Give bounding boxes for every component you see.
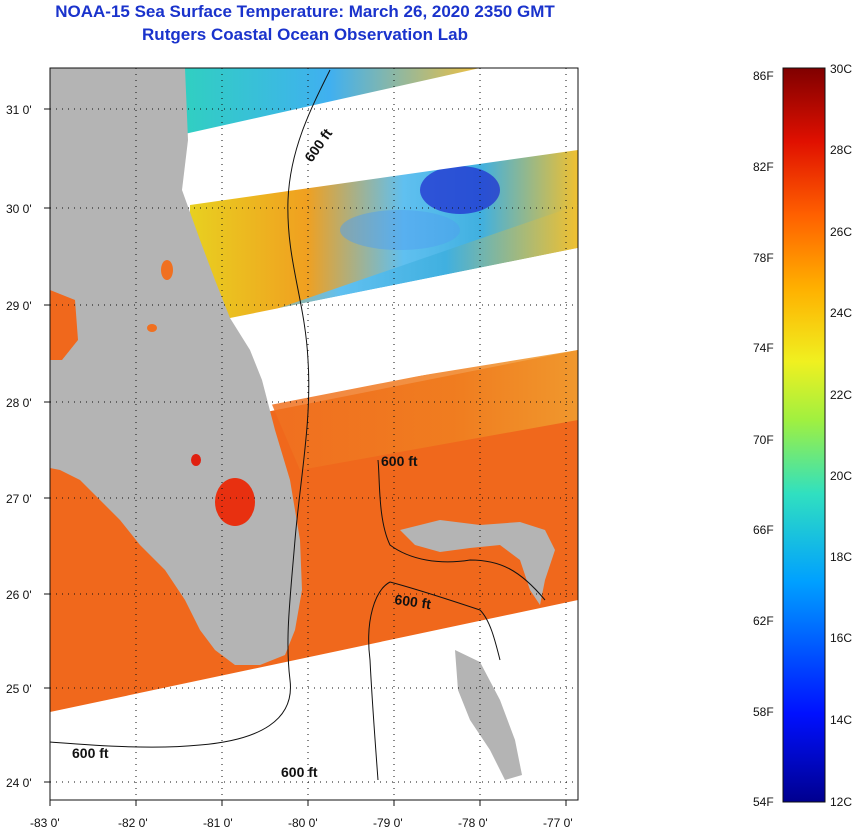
lon-label: -80 0' [288,816,318,830]
lon-label: -82 0' [118,816,148,830]
colorbar-label-f: 54F [753,795,774,809]
colorbar-label-c: 24C [830,306,852,320]
colorbar-celsius-labels: 30C 28C 26C 24C 22C 20C 18C 16C 14C 12C [830,62,852,809]
colorbar-label-c: 14C [830,713,852,727]
lon-label: -83 0' [30,816,60,830]
gulf-water-northwest [50,290,78,360]
lat-label: 24 0' [6,776,32,790]
isobath-600ft-andros [368,581,391,781]
lon-label: -78 0' [458,816,488,830]
isobath-600ft-bahamas [377,459,546,601]
colorbar-label-c: 20C [830,469,852,483]
map-subtitle: Rutgers Coastal Ocean Observation Lab [142,25,468,44]
inland-lake [191,454,201,466]
colorbar-label-f: 62F [753,614,774,628]
contour-label: 600 ft [381,453,418,469]
lat-label: 25 0' [6,682,32,696]
lat-label: 27 0' [6,492,32,506]
colorbar-label-c: 18C [830,550,852,564]
cool-filament [340,210,460,250]
colorbar-label-c: 22C [830,388,852,402]
colorbar-label-f: 78F [753,251,774,265]
coastal-warm-band [270,350,578,470]
colorbar-label-f: 82F [753,160,774,174]
colorbar-fahrenheit-labels: 86F 82F 78F 74F 70F 66F 62F 58F 54F [753,69,774,809]
colorbar-label-f: 86F [753,69,774,83]
lon-label: -77 0' [543,816,573,830]
andros-land [455,650,522,780]
inland-lake [147,324,157,332]
contour-label: 600 ft [72,745,109,761]
lat-label: 28 0' [6,396,32,410]
latitude-labels: 31 0' 30 0' 29 0' 28 0' 27 0' 26 0' 25 0… [6,103,32,790]
colorbar-label-f: 70F [753,433,774,447]
contour-label: 600 ft [281,764,318,780]
map-title: NOAA-15 Sea Surface Temperature: March 2… [55,2,555,21]
isobath-600ft [50,69,331,748]
colorbar-label-c: 26C [830,225,852,239]
data-gap-upper [180,85,578,205]
lat-label: 29 0' [6,299,32,313]
contour-label: 600 ft [394,591,433,612]
colorbar-label-c: 30C [830,62,852,76]
top-water-swath [180,68,480,135]
colorbar-label-c: 28C [830,143,852,157]
cool-eddy [420,166,500,214]
colorbar [782,67,826,803]
inland-lake [161,260,173,280]
lat-label: 31 0' [6,103,32,117]
colorbar-label-f: 74F [753,341,774,355]
colorbar-label-f: 66F [753,523,774,537]
lon-label: -81 0' [203,816,233,830]
lon-label: -79 0' [373,816,403,830]
isobath-600ft-south [389,581,501,661]
lat-label: 26 0' [6,588,32,602]
lake-okeechobee [215,478,255,526]
lat-label: 30 0' [6,202,32,216]
graticule [44,68,578,806]
bahamas-land [400,520,555,605]
colorbar-label-c: 12C [830,795,852,809]
longitude-labels: -83 0' -82 0' -81 0' -80 0' -79 0' -78 0… [30,816,573,830]
colorbar-label-f: 58F [753,705,774,719]
colorbar-label-c: 16C [830,631,852,645]
